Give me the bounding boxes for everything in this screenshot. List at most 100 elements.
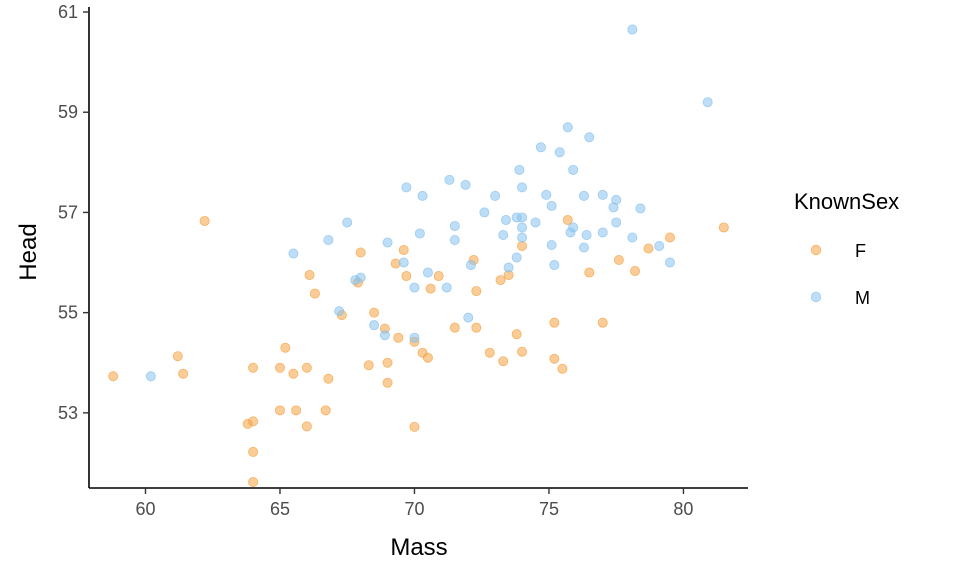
data-point-m [702,97,713,108]
data-point-m [517,222,528,233]
data-point-m [382,237,393,248]
data-point-f [597,317,608,328]
data-point-f [288,368,299,379]
data-point-m [414,228,425,239]
data-point-f [484,347,495,358]
y-axis-title: Head [15,223,42,280]
data-point-f [382,377,393,388]
data-point-m [664,257,675,268]
data-point-m [611,217,622,228]
data-point-f [393,332,404,343]
data-point-f [301,421,312,432]
data-point-m [417,190,428,201]
data-point-m [535,142,546,153]
x-axis-title: Mass [390,534,447,561]
axes-layer: 60 65 70 75 80 53 55 57 59 61 [58,2,748,519]
data-point-m [578,242,589,253]
data-point-f [178,368,189,379]
data-point-f [557,363,568,374]
data-point-f [108,371,119,382]
legend-key-f [810,244,822,256]
data-point-m [398,257,409,268]
data-point-m [554,147,565,158]
data-point-f [382,357,393,368]
x-tick-label: 70 [404,499,424,519]
data-point-f [355,247,366,258]
data-point-m [479,207,490,218]
data-point-m [597,189,608,200]
data-point-f [280,342,291,353]
data-point-m [490,190,501,201]
data-point-f [517,346,528,357]
data-point-m [503,262,514,273]
data-point-m [635,203,646,214]
data-point-m [581,229,592,240]
y-tick-label: 53 [58,403,78,423]
data-point-f [425,283,436,294]
data-point-f [643,243,654,254]
data-point-f [422,352,433,363]
data-point-f [363,360,374,371]
data-point-f [517,240,528,251]
legend-items: FM [810,241,870,308]
data-point-m [449,234,460,245]
data-point-f [309,288,320,299]
y-tick-label: 59 [58,102,78,122]
data-point-m [584,132,595,143]
data-point-f [549,317,560,328]
x-tick-label: 60 [135,499,155,519]
data-point-m [441,282,452,293]
data-point-m [597,227,608,238]
data-point-f [584,267,595,278]
data-point-m [369,320,380,331]
data-point-m [546,200,557,211]
data-point-f [471,322,482,333]
data-point-m [379,330,390,341]
data-point-m [517,182,528,193]
data-point-m [449,220,460,231]
data-point-f [172,351,183,362]
data-point-f [323,373,334,384]
y-tick-label: 57 [58,202,78,222]
x-tick-label: 80 [673,499,693,519]
data-point-m [463,312,474,323]
data-point-m [654,240,665,251]
data-point-m [460,179,471,190]
y-tick-label: 55 [58,303,78,323]
data-point-f [274,362,285,373]
data-point-m [530,217,541,228]
data-point-f [248,446,259,457]
data-point-m [355,272,366,283]
x-tick-label: 65 [270,499,290,519]
data-point-m [422,267,433,278]
data-point-m [578,190,589,201]
data-point-f [613,255,624,266]
data-point-m [511,252,522,263]
points-layer [108,24,729,487]
data-point-f [291,405,302,416]
data-point-m [568,164,579,175]
data-point-m [334,306,345,317]
data-point-f [495,275,506,286]
data-point-m [568,222,579,233]
data-point-m [517,232,528,243]
data-point-f [409,421,420,432]
data-point-f [471,286,482,297]
data-point-f [511,329,522,340]
data-point-f [718,222,729,233]
data-point-m [611,194,622,205]
data-point-f [562,214,573,225]
data-point-f [320,405,331,416]
data-point-f [433,271,444,282]
legend-title: KnownSex [794,189,899,214]
data-point-m [514,164,525,175]
data-point-m [288,248,299,259]
data-point-m [546,239,557,250]
data-point-f [549,353,560,364]
legend-key-m [810,291,822,303]
data-point-m [498,229,509,240]
data-point-m [465,260,476,271]
data-point-m [562,122,573,133]
data-point-f [304,270,315,281]
